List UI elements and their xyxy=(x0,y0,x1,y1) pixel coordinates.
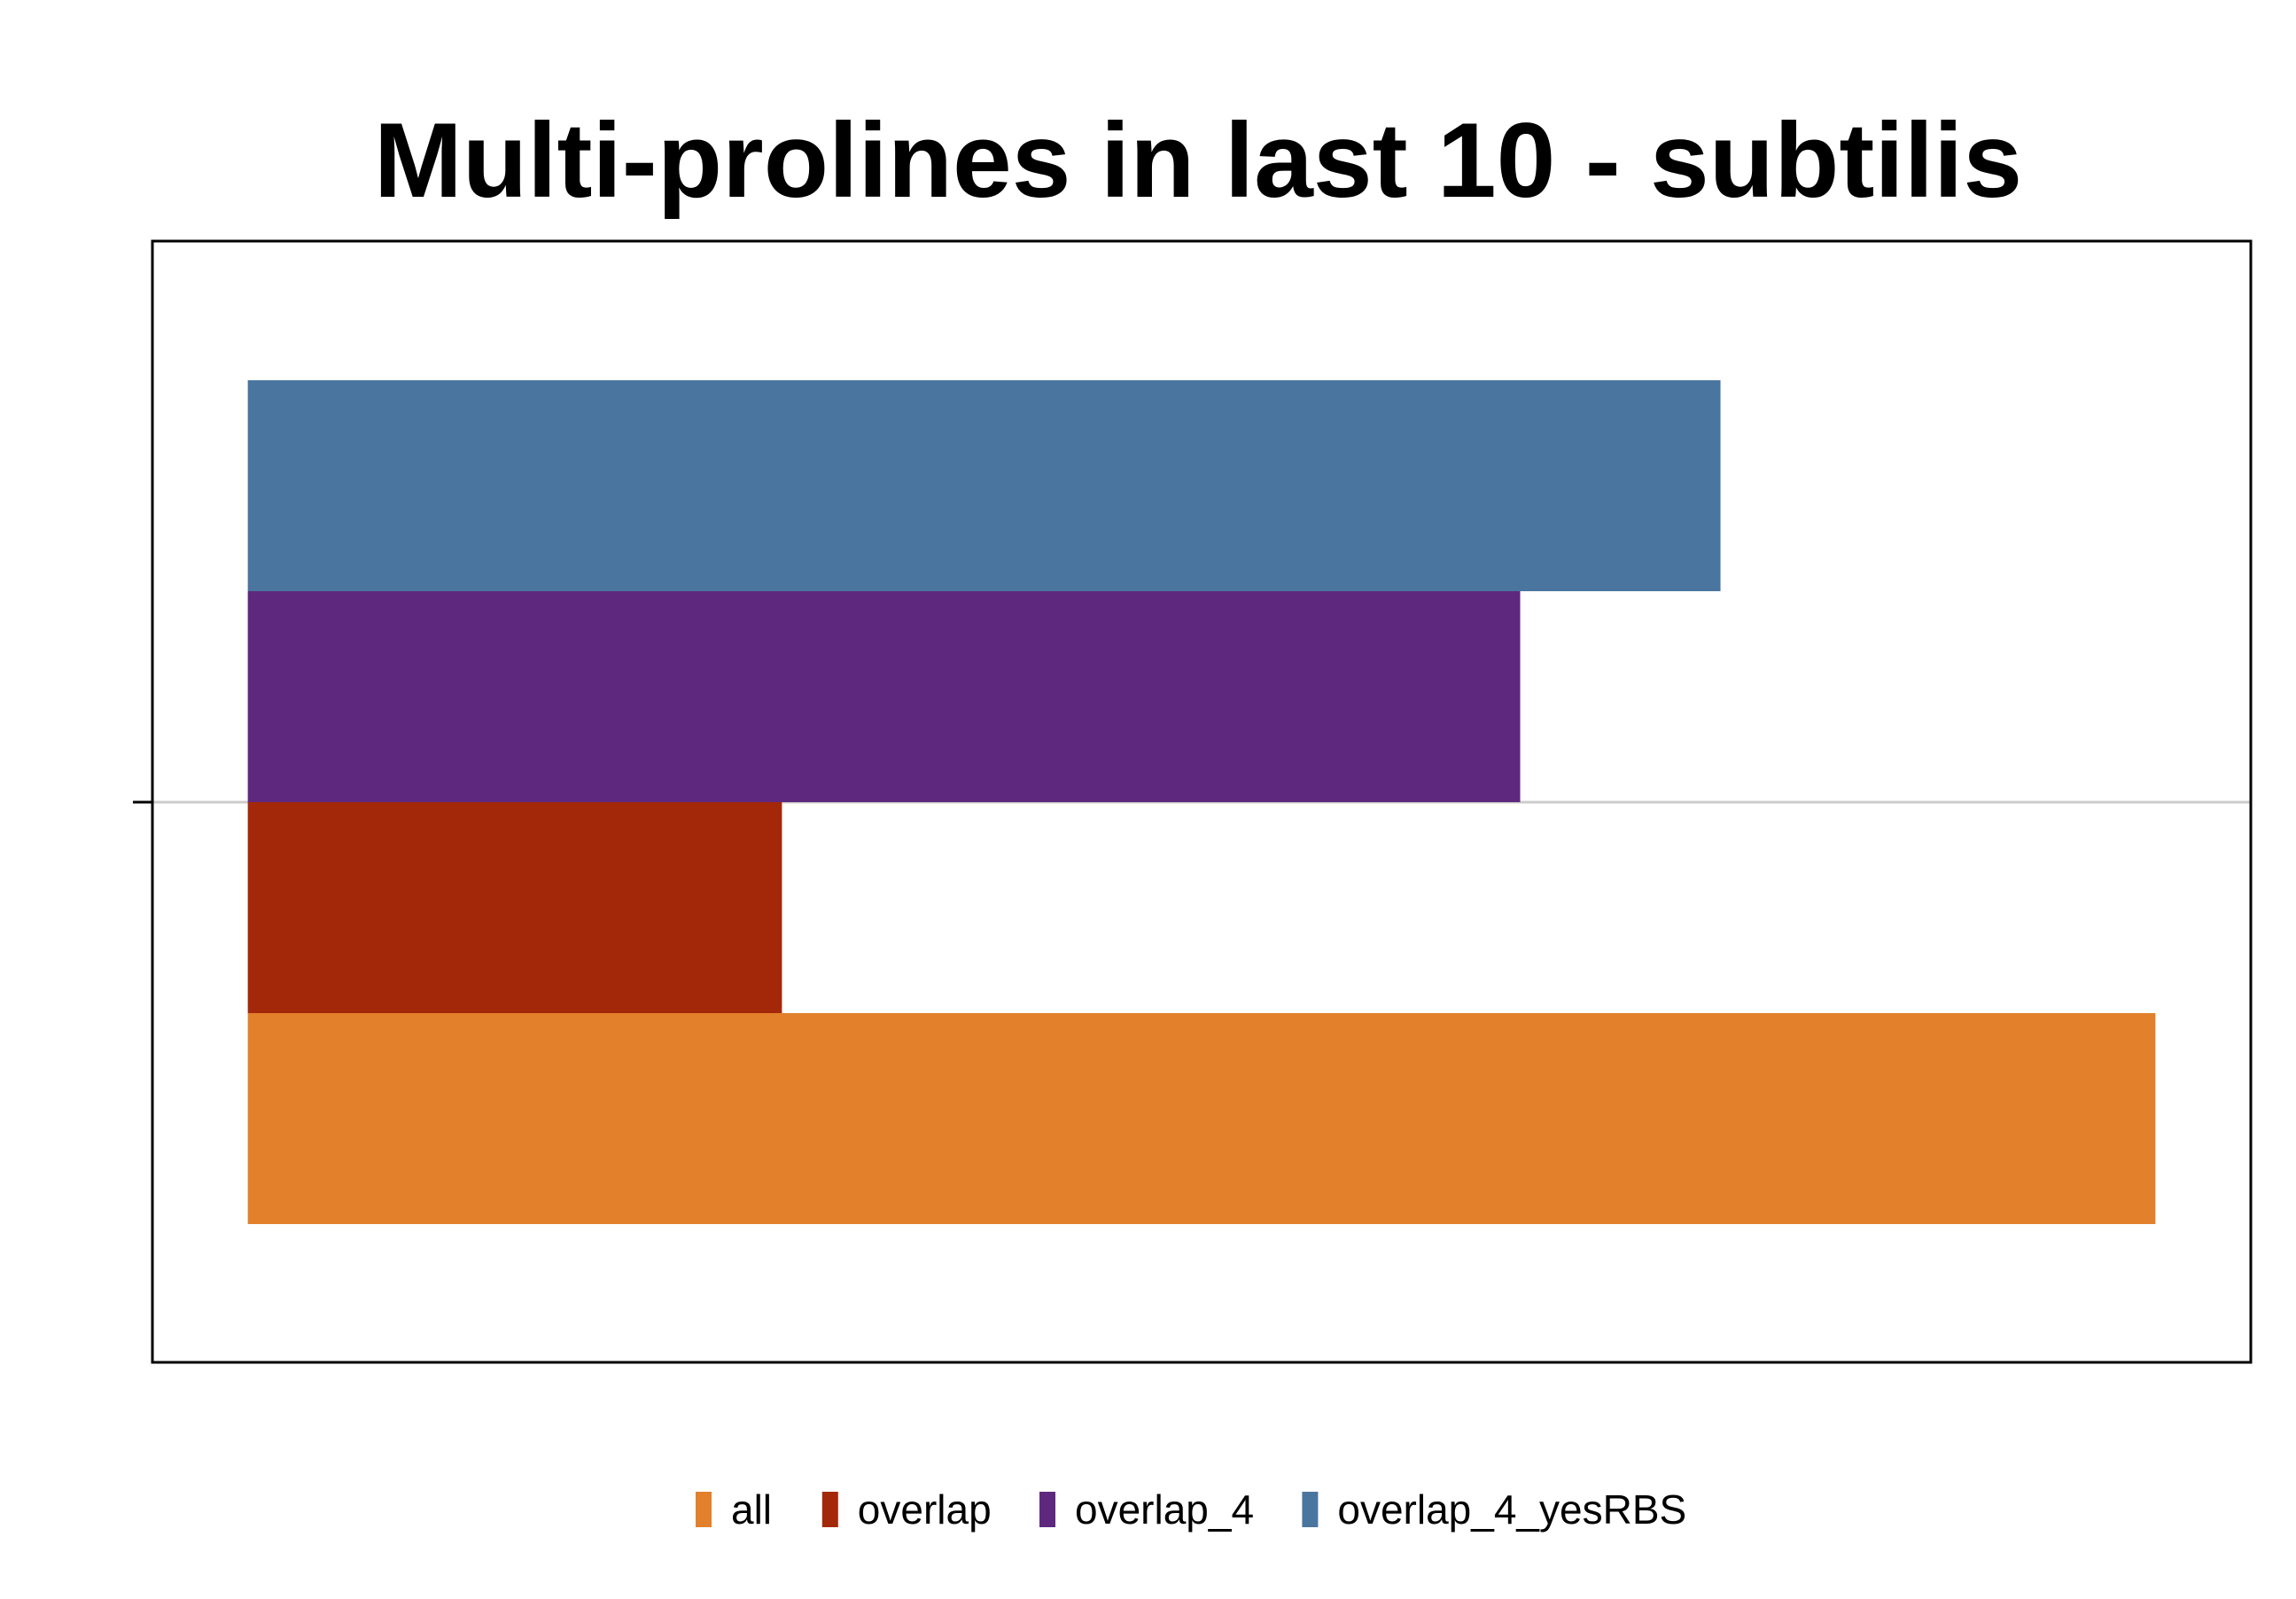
legend-key-overlap-4-yesRBS xyxy=(1302,1492,1319,1527)
legend: all overlap overlap_4 overlap_4_yesRBS xyxy=(696,1486,1686,1533)
plot-area xyxy=(133,239,2253,1364)
legend-key-all xyxy=(696,1492,712,1527)
chart-title: Multi-prolines in last 10 - subtilis xyxy=(374,101,2022,220)
bar-overlap-4-yesRBS xyxy=(247,380,1721,591)
legend-label-overlap-4: overlap_4 xyxy=(1075,1486,1254,1533)
legend-key-overlap xyxy=(821,1492,838,1527)
legend-label-all: all xyxy=(731,1486,772,1533)
legend-label-overlap-4-yesRBS: overlap_4_yesRBS xyxy=(1337,1486,1686,1533)
bar-all xyxy=(247,1013,2156,1224)
bar-overlap-4 xyxy=(247,591,1521,802)
legend-label-overlap: overlap xyxy=(858,1486,992,1533)
legend-key-overlap-4 xyxy=(1039,1492,1055,1527)
bar-overlap xyxy=(247,802,782,1013)
